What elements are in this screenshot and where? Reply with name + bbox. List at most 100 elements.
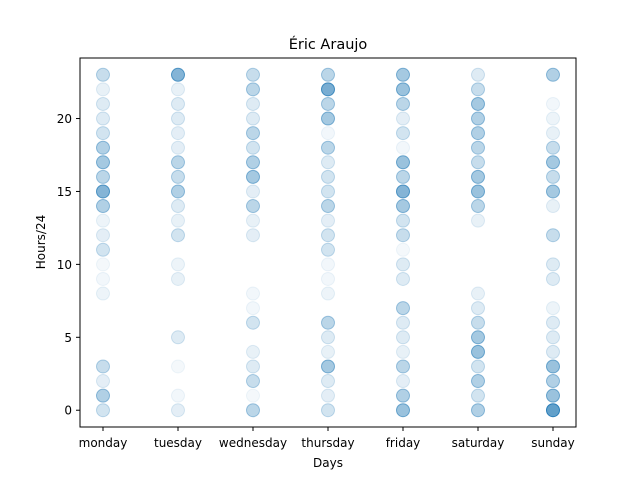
- data-point: [471, 169, 485, 184]
- y-tick-label: 10: [57, 258, 72, 272]
- data-point: [396, 213, 410, 228]
- chart-title: Éric Araujo: [289, 36, 368, 53]
- data-point: [546, 388, 560, 403]
- x-axis-ticks: monday tuesday wednesday thursday friday satu…: [79, 427, 575, 450]
- data-point: [471, 126, 485, 141]
- data-point: [546, 344, 560, 359]
- data-point: [546, 271, 560, 286]
- data-point: [321, 67, 335, 82]
- data-point: [171, 213, 185, 228]
- data-point: [471, 388, 485, 403]
- data-point: [171, 96, 185, 111]
- data-point: [171, 271, 185, 286]
- data-point: [96, 388, 110, 403]
- x-tick-label: tuesday: [154, 436, 202, 450]
- data-point: [171, 184, 185, 199]
- data-point: [96, 257, 110, 272]
- data-point: [546, 403, 560, 418]
- data-point: [96, 199, 110, 214]
- data-point: [246, 315, 260, 330]
- data-point: [96, 82, 110, 97]
- data-point: [171, 111, 185, 126]
- y-axis-ticks: 0 5 10 15 20: [57, 112, 80, 418]
- data-point: [396, 359, 410, 374]
- data-point: [321, 96, 335, 111]
- data-point: [396, 169, 410, 184]
- data-point: [396, 374, 410, 389]
- data-point: [396, 315, 410, 330]
- data-point: [546, 228, 560, 243]
- data-point: [321, 213, 335, 228]
- data-point: [321, 271, 335, 286]
- data-point: [96, 213, 110, 228]
- data-point: [246, 388, 260, 403]
- data-point: [171, 388, 185, 403]
- data-point: [96, 140, 110, 155]
- x-tick-label: sunday: [531, 436, 575, 450]
- x-tick-label: saturday: [452, 436, 505, 450]
- data-point: [321, 184, 335, 199]
- data-point: [321, 242, 335, 257]
- y-tick-label: 0: [64, 404, 72, 418]
- data-point: [246, 155, 260, 170]
- data-point: [321, 344, 335, 359]
- data-point: [321, 199, 335, 214]
- data-point: [471, 330, 485, 345]
- data-point: [171, 67, 185, 82]
- data-point: [471, 403, 485, 418]
- data-point: [96, 403, 110, 418]
- data-point: [96, 96, 110, 111]
- data-point: [171, 228, 185, 243]
- data-point: [321, 374, 335, 389]
- data-point: [396, 67, 410, 82]
- data-point: [396, 82, 410, 97]
- data-point: [546, 126, 560, 141]
- data-point: [546, 155, 560, 170]
- data-point: [246, 301, 260, 316]
- data-point: [171, 126, 185, 141]
- data-point: [171, 403, 185, 418]
- data-point: [546, 374, 560, 389]
- data-point: [396, 111, 410, 126]
- x-tick-label: friday: [386, 436, 421, 450]
- data-point: [171, 82, 185, 97]
- data-point: [396, 228, 410, 243]
- data-point: [396, 184, 410, 199]
- y-tick-label: 5: [64, 331, 72, 345]
- data-point: [396, 155, 410, 170]
- data-point: [246, 359, 260, 374]
- data-point: [471, 359, 485, 374]
- data-point: [171, 155, 185, 170]
- data-point: [171, 359, 185, 374]
- data-point: [546, 199, 560, 214]
- data-point: [546, 67, 560, 82]
- data-point: [246, 344, 260, 359]
- data-point: [171, 140, 185, 155]
- data-point: [471, 344, 485, 359]
- data-point: [246, 96, 260, 111]
- data-point: [246, 228, 260, 243]
- data-point: [321, 228, 335, 243]
- data-point: [246, 140, 260, 155]
- data-point: [246, 286, 260, 301]
- data-point: [546, 315, 560, 330]
- y-axis-label: Hours/24: [34, 215, 48, 269]
- data-point: [396, 330, 410, 345]
- data-point: [471, 96, 485, 111]
- data-point: [246, 213, 260, 228]
- data-point: [321, 286, 335, 301]
- data-point: [396, 96, 410, 111]
- data-point: [246, 374, 260, 389]
- data-point: [546, 96, 560, 111]
- data-point: [321, 388, 335, 403]
- data-point: [471, 315, 485, 330]
- data-point: [396, 388, 410, 403]
- data-point: [471, 82, 485, 97]
- data-point: [171, 330, 185, 345]
- data-point: [546, 359, 560, 374]
- data-point: [396, 344, 410, 359]
- data-point: [246, 82, 260, 97]
- data-point: [321, 330, 335, 345]
- data-point: [321, 126, 335, 141]
- data-point: [396, 140, 410, 155]
